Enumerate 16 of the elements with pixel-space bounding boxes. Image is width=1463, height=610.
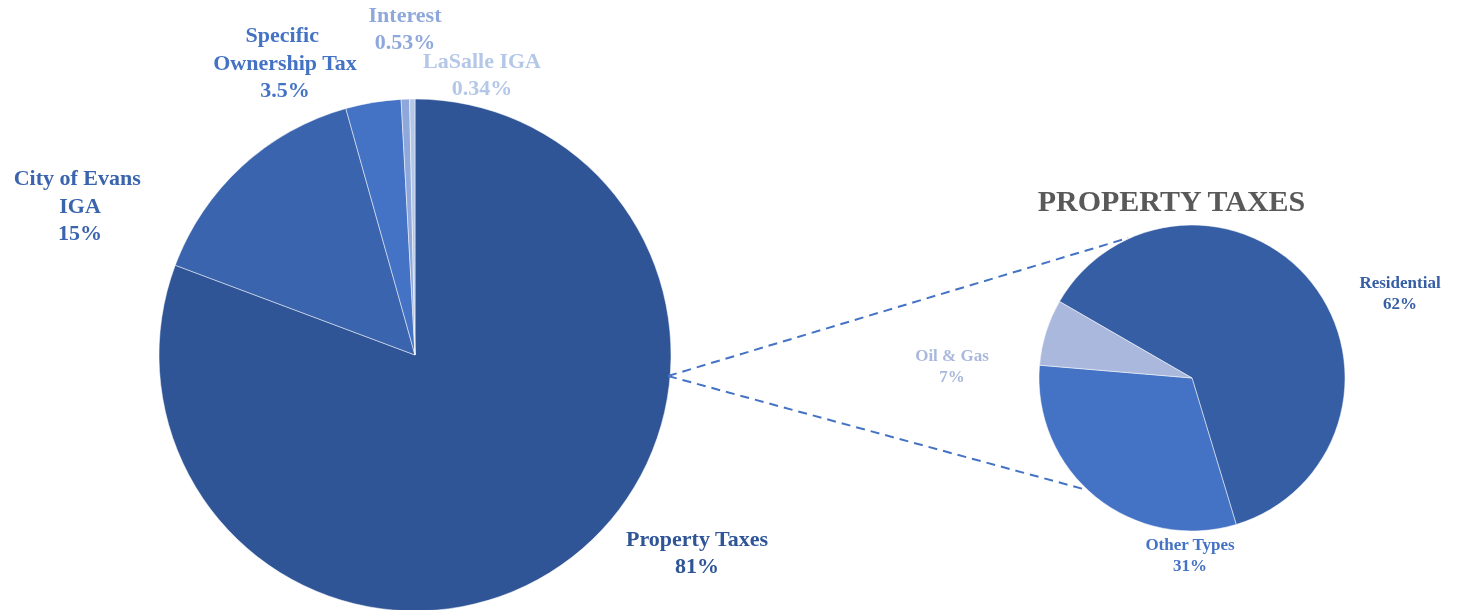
data-label: 62% bbox=[1383, 294, 1417, 314]
data-label: 7% bbox=[939, 367, 965, 387]
slice-label: Property Taxes bbox=[626, 525, 769, 551]
slice-label: Oil & Gas bbox=[915, 345, 990, 365]
data-label: 0.53% bbox=[374, 29, 436, 55]
slice-label: Interest bbox=[368, 1, 443, 27]
slice-label: Specific Ownership Tax bbox=[213, 22, 357, 75]
slice-label: City of Evans IGA bbox=[13, 165, 147, 218]
slice-label: Other Types bbox=[1145, 534, 1236, 554]
chart-title: PROPERTY TAXES bbox=[1037, 183, 1306, 217]
data-label: 0.34% bbox=[451, 75, 513, 101]
data-label: 3.5% bbox=[260, 77, 310, 102]
data-label: 15% bbox=[58, 220, 102, 245]
data-label: 31% bbox=[1173, 556, 1207, 576]
data-label: 81% bbox=[675, 553, 719, 579]
slice-label: Residential bbox=[1359, 272, 1441, 292]
